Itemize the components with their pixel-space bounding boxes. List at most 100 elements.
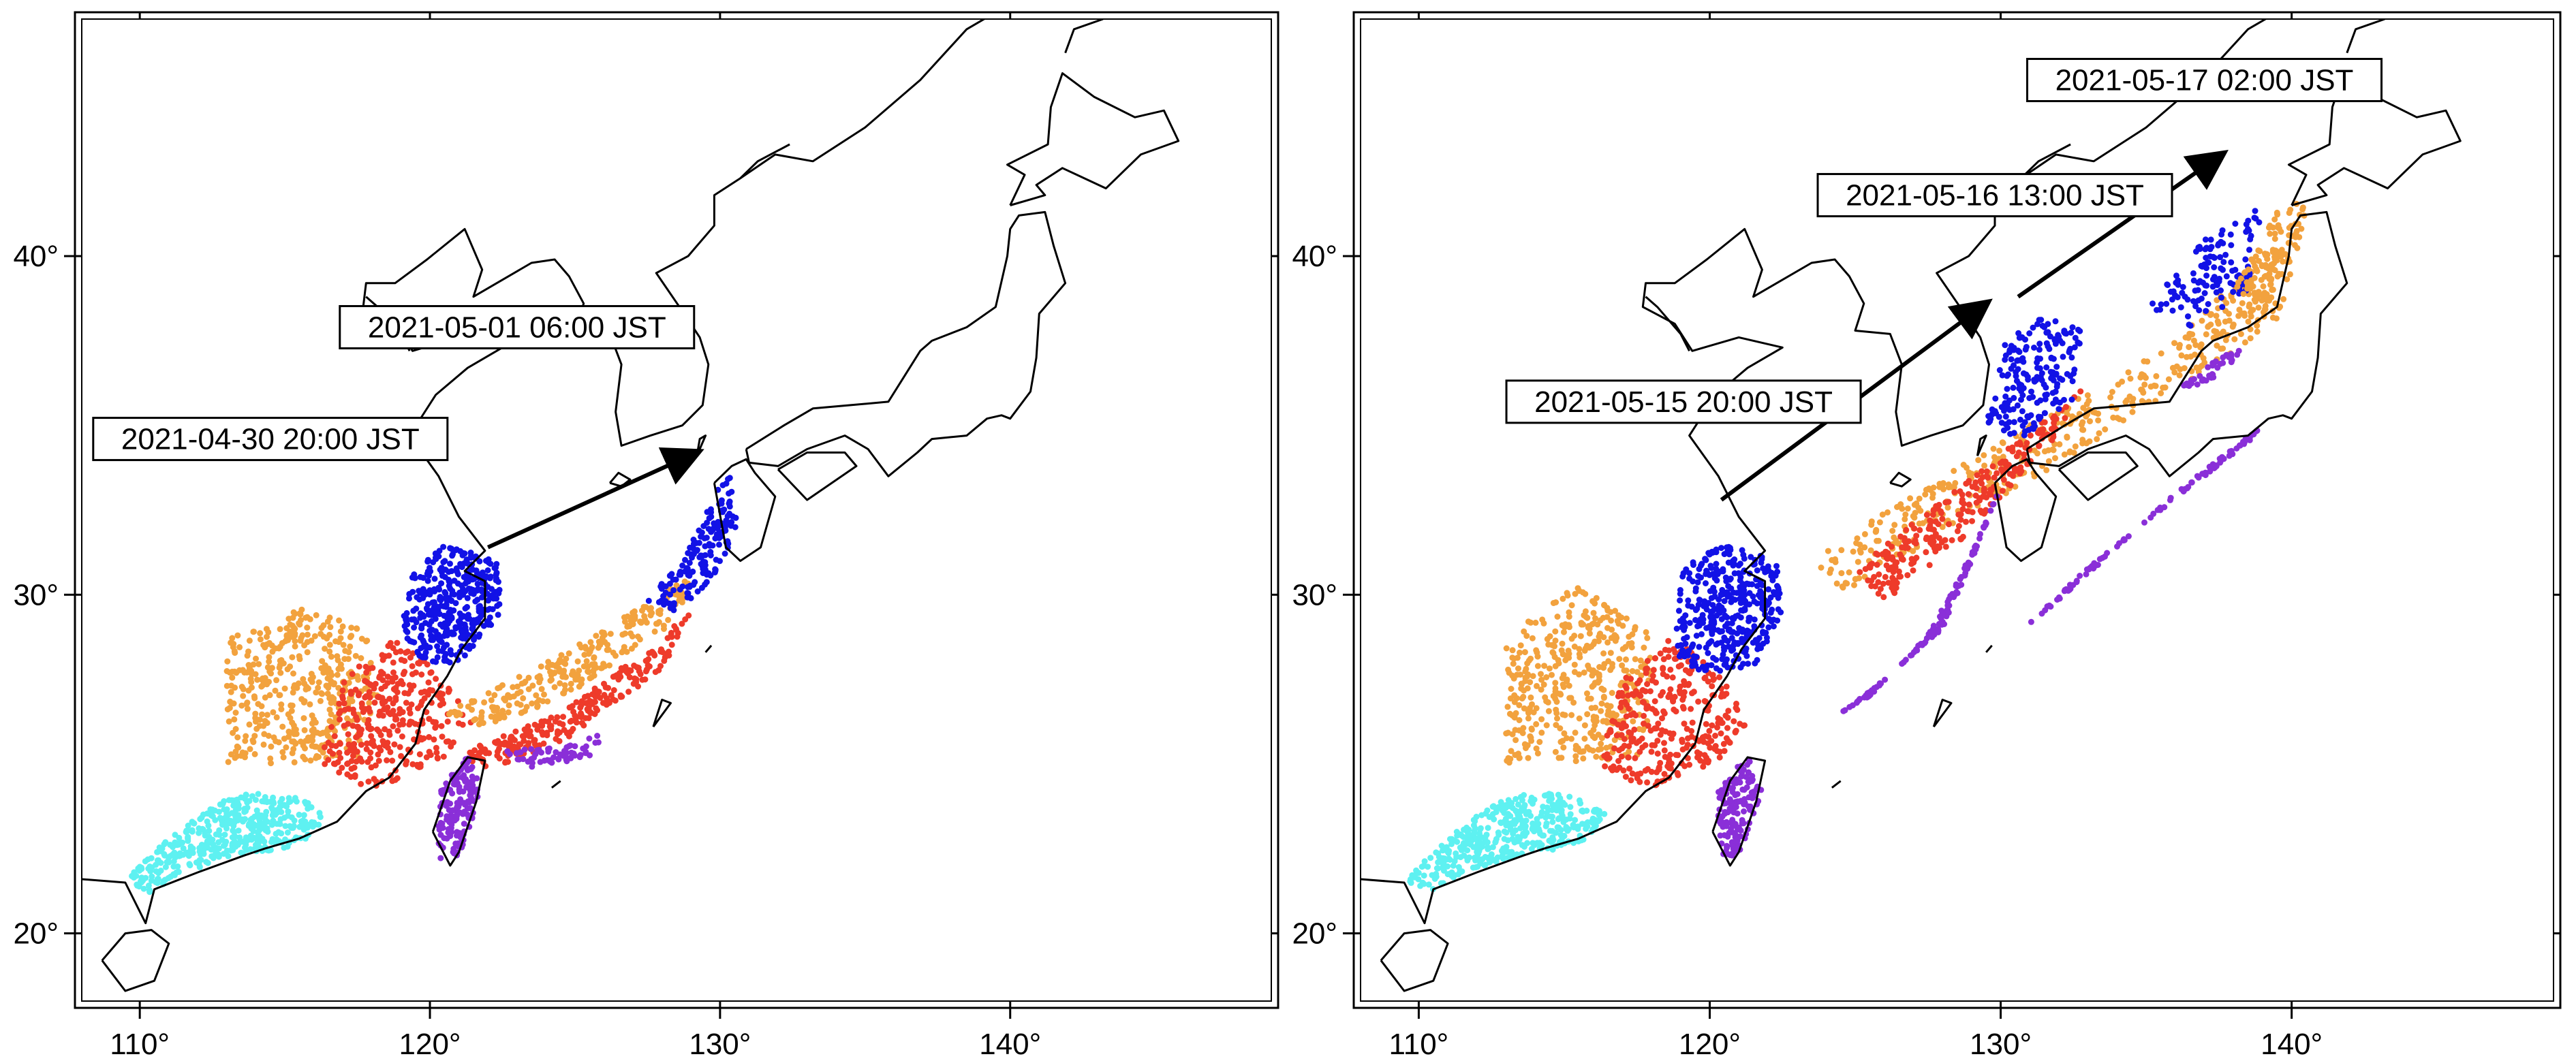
trajectory-point [561,682,568,688]
trajectory-point [496,712,503,718]
trajectory-point [2000,477,2007,483]
trajectory-point [2177,304,2184,311]
trajectory-point [154,849,161,855]
trajectory-point [608,692,615,699]
trajectory-point [154,857,161,864]
trajectory-point [1593,595,1600,601]
trajectory-point [242,816,249,823]
trajectory-point [188,844,195,851]
trajectory-point [1923,511,1930,518]
trajectory-point [1458,846,1465,853]
trajectory-point [1889,528,1896,534]
trajectory-point [1713,577,1720,584]
trajectory-point [1740,552,1747,558]
trajectory-point [397,721,403,728]
trajectory-point [2236,290,2243,297]
trajectory-point [433,744,439,751]
trajectory-point [335,666,342,672]
trajectory-point [437,621,444,628]
trajectory-point [1954,528,1961,535]
trajectory-point [1703,720,1709,727]
trajectory-point [1471,855,1478,861]
trajectory-point [1902,537,1908,544]
trajectory-point [165,874,172,881]
trajectory-point [406,595,412,602]
trajectory-point [1519,695,1525,702]
trajectory-point [1724,638,1731,644]
trajectory-point [647,612,654,619]
trajectory-point [1547,813,1554,820]
trajectory-point [1628,676,1634,682]
trajectory-point [1626,765,1633,772]
trajectory-point [491,692,498,699]
coastline-segment [550,780,561,789]
trajectory-point [601,631,608,638]
trajectory-point [296,621,303,628]
trajectory-point [702,581,709,588]
trajectory-point [520,695,527,701]
trajectory-point [499,682,506,688]
trajectory-point [1917,526,1923,533]
trajectory-point [358,742,364,748]
trajectory-point [487,560,494,567]
trajectory-point [686,560,693,566]
trajectory-point [1720,644,1727,650]
trajectory-point [300,812,307,819]
trajectory-point [443,780,450,787]
trajectory-point [1681,688,1688,695]
trajectory-point [309,823,316,830]
trajectory-point [226,705,233,712]
trajectory-point [422,652,428,659]
trajectory-point [1902,516,1908,522]
trajectory-point [1934,543,1941,550]
trajectory-point [1667,686,1674,693]
trajectory-point [414,648,421,655]
trajectory-point [1923,549,1929,556]
trajectory-point [1555,755,1562,761]
trajectory-point [250,739,257,746]
trajectory-point [216,827,223,834]
trajectory-point [2140,390,2147,396]
trajectory-point [304,649,311,656]
trajectory-point [471,698,478,705]
trajectory-point [318,665,325,671]
trajectory-point [1522,678,1529,684]
trajectory-point [170,864,177,870]
trajectory-point [1421,872,1427,879]
trajectory-point [1525,710,1532,716]
coastline-segment [82,19,987,925]
trajectory-point [261,798,268,805]
trajectory-point [448,829,455,836]
trajectory-point [1688,603,1695,610]
cluster-red [467,612,692,770]
trajectory-point [2218,294,2224,301]
trajectory-point [1611,745,1617,752]
trajectory-point [1581,722,1588,729]
trajectory-point [1584,690,1590,697]
trajectory-point [568,680,574,687]
trajectory-point [1529,635,1536,642]
cluster-blue [401,543,503,666]
coastline-segment [704,644,713,653]
trajectory-point [651,628,658,635]
trajectory-point [1940,480,1946,486]
trajectory-point [234,632,241,639]
trajectory-point [707,552,714,558]
trajectory-point [1987,418,1993,425]
trajectory-point [455,720,462,727]
trajectory-point [578,720,585,727]
trajectory-point [250,828,257,834]
trajectory-point [1639,686,1646,693]
trajectory-point [427,607,434,614]
trajectory-point [358,655,364,661]
trajectory-point [1670,731,1677,738]
trajectory-point [309,674,316,680]
trajectory-point [335,759,341,765]
trajectory-point [317,731,324,737]
trajectory-point [685,571,692,578]
trajectory-point [2019,422,2026,429]
trajectory-point [437,819,444,826]
trajectory-point [1925,485,1932,492]
trajectory-point [167,842,174,848]
trajectory-point [1767,609,1774,616]
